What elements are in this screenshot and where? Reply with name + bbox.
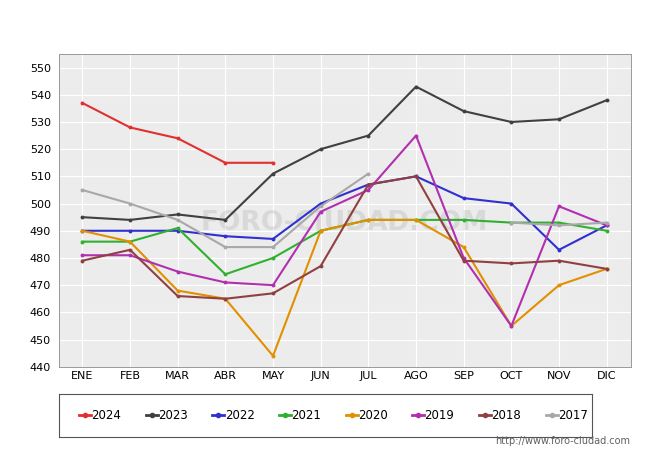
Text: 2019: 2019 <box>424 409 454 422</box>
Text: 2024: 2024 <box>92 409 122 422</box>
Text: 2021: 2021 <box>291 409 321 422</box>
Text: http://www.foro-ciudad.com: http://www.foro-ciudad.com <box>495 436 630 446</box>
Text: 2017: 2017 <box>558 409 588 422</box>
Text: 2018: 2018 <box>491 409 521 422</box>
Text: 2020: 2020 <box>358 409 388 422</box>
Text: 2023: 2023 <box>158 409 188 422</box>
Text: Afiliados en Fustiñana a 31/5/2024: Afiliados en Fustiñana a 31/5/2024 <box>163 14 487 33</box>
Text: 2022: 2022 <box>225 409 255 422</box>
Text: FORO-CIUDAD.COM: FORO-CIUDAD.COM <box>201 210 488 236</box>
